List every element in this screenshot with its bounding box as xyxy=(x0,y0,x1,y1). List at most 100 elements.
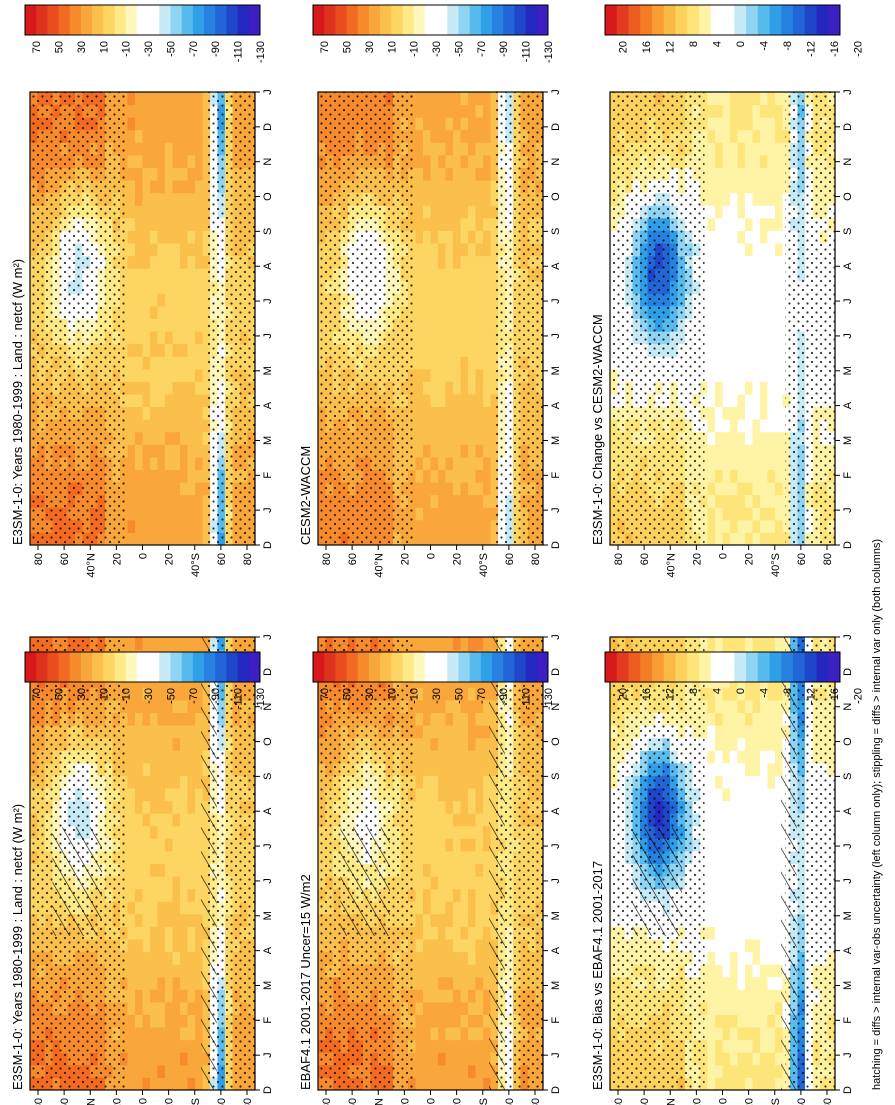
heatmap-cell xyxy=(142,926,151,940)
heatmap-cell xyxy=(165,343,173,357)
heatmap-cell xyxy=(468,482,476,496)
heatmap-cell xyxy=(468,456,476,470)
heatmap-cell xyxy=(468,180,476,194)
heatmap-cell xyxy=(460,788,469,802)
heatmap-cell xyxy=(157,788,166,802)
heatmap-cell xyxy=(483,104,491,118)
heatmap-cell xyxy=(172,1027,181,1041)
heatmap-cell xyxy=(460,469,469,483)
heatmap-cell xyxy=(195,737,203,751)
heatmap-cell xyxy=(445,1014,454,1028)
colorbar-swatch xyxy=(103,652,115,682)
heatmap-cell xyxy=(172,104,181,118)
heatmap-cell xyxy=(415,268,424,282)
heatmap-cell xyxy=(483,1052,491,1066)
colorbar-swatch xyxy=(447,652,459,682)
colorbar-tick-label: -90 xyxy=(498,688,510,704)
heatmap-cell xyxy=(453,1001,461,1015)
heatmap-cell xyxy=(430,1064,439,1078)
heatmap-cell xyxy=(453,394,461,408)
heatmap-cell xyxy=(438,1001,446,1015)
heatmap-cell xyxy=(142,813,151,827)
heatmap-cell xyxy=(157,939,166,953)
month-tick-label: F xyxy=(550,1017,562,1024)
heatmap-cell xyxy=(423,331,431,345)
lat-tick-label: 60 xyxy=(504,553,516,565)
heatmap-cell xyxy=(445,762,454,776)
heatmap-cell xyxy=(157,1064,166,1078)
heatmap-cell xyxy=(165,813,173,827)
heatmap-cell xyxy=(165,469,173,483)
lat-tick-label: 20 xyxy=(452,1098,464,1105)
heatmap-cell xyxy=(460,406,469,420)
heatmap-cell xyxy=(142,762,151,776)
heatmap-cell xyxy=(165,305,173,319)
heatmap-cell xyxy=(438,356,446,370)
heatmap-cell xyxy=(172,699,181,713)
colorbar-swatch xyxy=(237,652,250,682)
heatmap-cell xyxy=(127,469,136,483)
heatmap-cell xyxy=(150,813,158,827)
heatmap-cell xyxy=(483,293,491,307)
heatmap-cell xyxy=(165,850,173,864)
heatmap-cell xyxy=(127,725,136,739)
heatmap-cell xyxy=(475,482,484,496)
heatmap-cell xyxy=(468,876,476,890)
heatmap-cell xyxy=(157,637,166,651)
heatmap-cell xyxy=(423,1064,431,1078)
heatmap-cell xyxy=(135,469,143,483)
heatmap-cell xyxy=(165,205,173,219)
heatmap-cell xyxy=(172,318,181,332)
heatmap-cell xyxy=(165,1064,173,1078)
heatmap-cell xyxy=(415,1027,424,1041)
heatmap-cell xyxy=(483,217,491,231)
heatmap-cell xyxy=(172,1064,181,1078)
heatmap-cell xyxy=(483,343,491,357)
heatmap-cell xyxy=(142,205,151,219)
colorbar-tick-label: -90 xyxy=(498,41,510,57)
heatmap-cell xyxy=(445,888,454,902)
heatmap-cell xyxy=(195,1027,203,1041)
heatmap-cell xyxy=(468,519,476,533)
heatmap-cell xyxy=(423,494,431,508)
heatmap-cell xyxy=(180,305,188,319)
stippling-overlay xyxy=(318,92,413,545)
heatmap-cell xyxy=(195,1039,203,1053)
colorbar-tick-label: -90 xyxy=(210,688,222,704)
heatmap-cell xyxy=(475,1001,484,1015)
heatmap-cell xyxy=(187,863,196,877)
heatmap-cell xyxy=(460,217,469,231)
month-tick-label: J xyxy=(262,878,274,884)
heatmap-cell xyxy=(142,863,151,877)
heatmap-cell xyxy=(172,712,181,726)
heatmap-cell xyxy=(460,381,469,395)
heatmap-cell xyxy=(135,989,143,1003)
heatmap-cell xyxy=(150,92,158,106)
heatmap-cell xyxy=(453,532,461,546)
colorbar-tick-label: 30 xyxy=(364,688,376,700)
heatmap-cell xyxy=(468,192,476,206)
colorbar-tick-label: -110 xyxy=(233,41,245,62)
month-tick-label: S xyxy=(262,228,274,235)
heatmap-cell xyxy=(142,1014,151,1028)
heatmap-cell xyxy=(445,293,454,307)
heatmap-cell xyxy=(195,431,203,445)
colorbar-tick-label: 30 xyxy=(76,41,88,53)
heatmap-cell xyxy=(157,469,166,483)
heatmap-cell xyxy=(468,255,476,269)
heatmap-cell xyxy=(127,456,136,470)
heatmap-cell xyxy=(157,230,166,244)
heatmap-cell xyxy=(135,687,143,701)
lat-tick-label: 40°N xyxy=(373,553,385,578)
heatmap-cell xyxy=(453,507,461,521)
heatmap-cell xyxy=(468,825,476,839)
heatmap-cell xyxy=(135,712,143,726)
colorbar-swatch xyxy=(192,5,205,35)
heatmap-cell xyxy=(150,926,158,940)
heatmap-cell xyxy=(195,637,203,651)
month-tick-label: D xyxy=(550,541,562,549)
heatmap-cell xyxy=(180,280,188,294)
heatmap-cell xyxy=(460,205,469,219)
heatmap-cell xyxy=(165,964,173,978)
heatmap-cell xyxy=(415,1039,424,1053)
